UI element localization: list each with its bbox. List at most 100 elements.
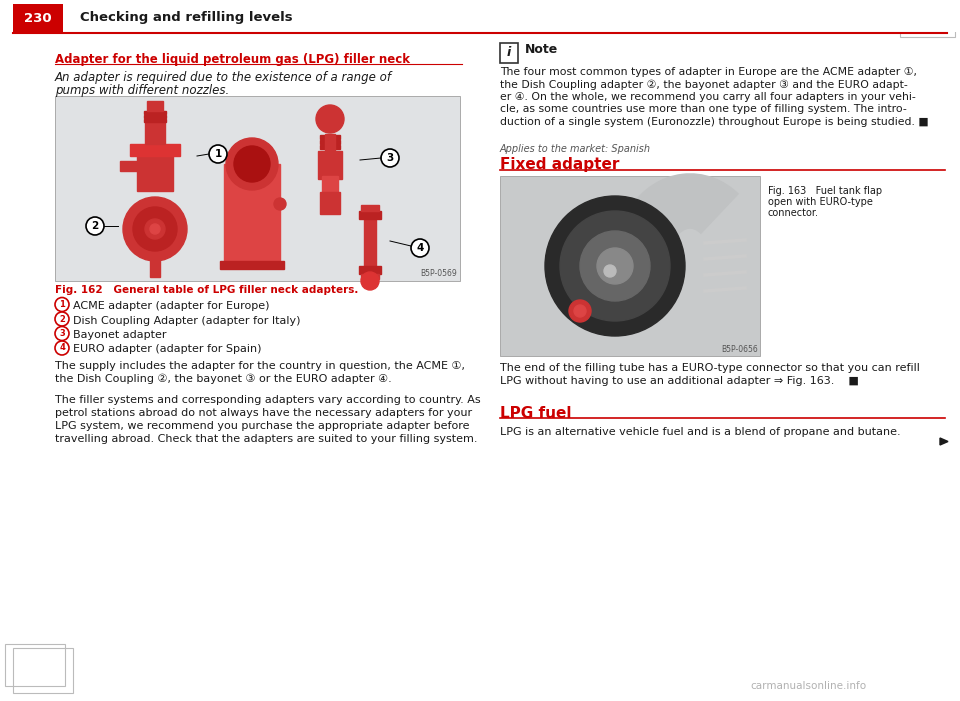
Bar [220, 261, 284, 269]
Circle shape [123, 197, 187, 261]
Circle shape [226, 138, 278, 190]
Bar [5, 644, 65, 686]
Text: carmanualsonline.info: carmanualsonline.info [750, 681, 866, 691]
Text: Applies to the market: Spanish: Applies to the market: Spanish [500, 144, 651, 154]
Circle shape [234, 146, 270, 182]
Bar [0, 0, 960, 32]
Text: the Dish Coupling ②, the bayonet ③ or the EURO adapter ④.: the Dish Coupling ②, the bayonet ③ or th… [55, 374, 392, 384]
Bar [130, 144, 180, 156]
Bar [145, 122, 165, 144]
Text: i: i [507, 46, 511, 60]
Bar [147, 101, 163, 111]
Text: LPG fuel: LPG fuel [500, 406, 571, 421]
Bar [120, 161, 137, 171]
Text: petrol stations abroad do not always have the necessary adapters for your: petrol stations abroad do not always hav… [55, 408, 472, 418]
Circle shape [381, 149, 399, 167]
Text: B5P-0656: B5P-0656 [721, 345, 758, 354]
Circle shape [55, 312, 69, 326]
Text: LPG without having to use an additional adapter ⇒ Fig. 163.    ■: LPG without having to use an additional … [500, 376, 859, 386]
Text: B5P-0569: B5P-0569 [420, 269, 457, 278]
Text: connector.: connector. [768, 208, 819, 218]
Bar [137, 153, 173, 191]
Circle shape [411, 239, 429, 257]
Circle shape [150, 224, 160, 234]
Bar [359, 266, 381, 274]
Circle shape [55, 297, 69, 311]
Text: travelling abroad. Check that the adapters are suited to your filling system.: travelling abroad. Check that the adapte… [55, 434, 477, 444]
Bar [364, 214, 376, 269]
Text: Note: Note [525, 43, 559, 56]
Bar [150, 259, 160, 277]
Text: 3: 3 [386, 153, 394, 163]
Bar [320, 135, 340, 139]
Text: An adapter is required due to the existence of a range of: An adapter is required due to the existe… [55, 71, 392, 84]
Text: Adapter for the liquid petroleum gas (LPG) filler neck: Adapter for the liquid petroleum gas (LP… [55, 53, 410, 66]
Text: 2: 2 [91, 221, 99, 231]
Circle shape [274, 198, 286, 210]
Bar [144, 111, 166, 114]
Bar [892, 2, 954, 30]
Circle shape [560, 211, 670, 321]
Bar [359, 211, 381, 219]
Circle shape [86, 217, 104, 235]
Text: 4: 4 [417, 243, 423, 253]
Bar [318, 151, 342, 179]
Circle shape [316, 105, 344, 133]
Circle shape [133, 207, 177, 251]
Text: pumps with different nozzles.: pumps with different nozzles. [55, 84, 229, 97]
Text: LPG system, we recommend you purchase the appropriate adapter before: LPG system, we recommend you purchase th… [55, 421, 469, 431]
Circle shape [569, 300, 591, 322]
Bar [361, 205, 379, 211]
Text: The filler systems and corresponding adapters vary according to country. As: The filler systems and corresponding ada… [55, 395, 481, 405]
Bar [325, 134, 335, 154]
Bar [224, 164, 280, 264]
Bar [900, 2, 955, 37]
Polygon shape [940, 438, 948, 445]
Text: Fig. 163   Fuel tank flap: Fig. 163 Fuel tank flap [768, 186, 882, 196]
Text: The end of the filling tube has a EURO-type connector so that you can refill: The end of the filling tube has a EURO-t… [500, 363, 920, 373]
Bar [500, 43, 518, 63]
Bar [55, 96, 460, 281]
Bar [144, 115, 166, 118]
Text: 1: 1 [60, 300, 65, 309]
Text: Dish Coupling Adapter (adapter for Italy): Dish Coupling Adapter (adapter for Italy… [73, 315, 300, 325]
Circle shape [580, 231, 650, 301]
Bar [322, 176, 338, 194]
Text: 1: 1 [214, 149, 222, 159]
Text: 230: 230 [24, 11, 52, 25]
Bar [320, 192, 340, 214]
Text: Bayonet adapter: Bayonet adapter [73, 330, 166, 340]
Text: Checking and refilling levels: Checking and refilling levels [80, 11, 293, 25]
Bar [320, 145, 340, 149]
Bar [13, 4, 63, 32]
Circle shape [604, 265, 616, 277]
Bar [13, 648, 73, 693]
Circle shape [145, 219, 165, 239]
Circle shape [574, 305, 586, 317]
Bar [361, 274, 379, 279]
Text: EURO adapter (adapter for Spain): EURO adapter (adapter for Spain) [73, 344, 261, 355]
Circle shape [361, 272, 379, 290]
Text: LPG is an alternative vehicle fuel and is a blend of propane and butane.: LPG is an alternative vehicle fuel and i… [500, 427, 900, 437]
Text: 3: 3 [60, 329, 65, 338]
Text: The four most common types of adapter in Europe are the ACME adapter ①,: The four most common types of adapter in… [500, 67, 917, 77]
Text: er ④. On the whole, we recommend you carry all four adapters in your vehi-: er ④. On the whole, we recommend you car… [500, 92, 916, 102]
Text: cle, as some countries use more than one type of filling system. The intro-: cle, as some countries use more than one… [500, 104, 907, 114]
Text: the Dish Coupling adapter ②, the bayonet adapter ③ and the EURO adapt-: the Dish Coupling adapter ②, the bayonet… [500, 79, 908, 90]
Text: 2: 2 [60, 315, 65, 323]
Text: Fixed adapter: Fixed adapter [500, 157, 619, 172]
Circle shape [209, 145, 227, 163]
Circle shape [545, 196, 685, 336]
Bar [144, 119, 166, 122]
Circle shape [597, 248, 633, 284]
Circle shape [55, 341, 69, 355]
Text: ACME adapter (adapter for Europe): ACME adapter (adapter for Europe) [73, 301, 270, 311]
Text: open with EURO-type: open with EURO-type [768, 197, 873, 207]
Bar [320, 140, 340, 144]
Text: duction of a single system (Euronozzle) throughout Europe is being studied. ■: duction of a single system (Euronozzle) … [500, 117, 928, 127]
Text: Fig. 162   General table of LPG filler neck adapters.: Fig. 162 General table of LPG filler nec… [55, 285, 358, 295]
Text: The supply includes the adapter for the country in question, the ACME ①,: The supply includes the adapter for the … [55, 361, 465, 371]
Bar [500, 176, 760, 356]
Text: 4: 4 [60, 343, 65, 353]
Circle shape [55, 327, 69, 341]
